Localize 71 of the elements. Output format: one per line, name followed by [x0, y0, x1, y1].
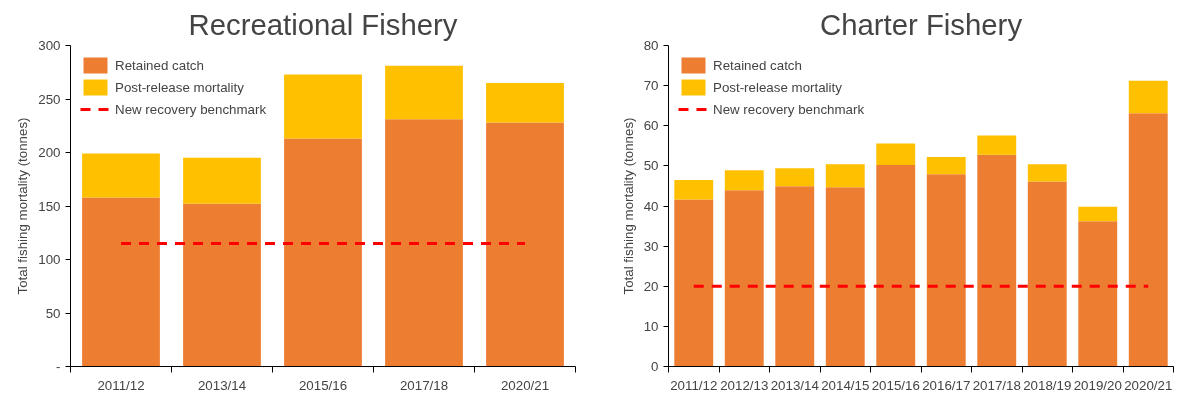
y-tick-label: 150	[38, 198, 61, 214]
bar	[674, 199, 714, 367]
bar	[1027, 181, 1067, 367]
x-tick-label: 2015/16	[871, 377, 920, 393]
x-tick-label: 2011/12	[670, 377, 718, 393]
bar	[486, 82, 564, 123]
x-tick-label: 2017/18	[399, 377, 449, 393]
bar	[926, 174, 966, 367]
x-tick-label: 2014/15	[821, 377, 870, 393]
y-tick-label: 10	[643, 318, 659, 334]
bar	[1078, 206, 1118, 222]
y-tick-label: 80	[643, 38, 659, 53]
legend-label: New recovery benchmark	[115, 101, 267, 117]
x-tick-label: 2015/16	[298, 377, 348, 393]
bar	[486, 122, 564, 367]
y-tick-label: 20	[643, 278, 659, 294]
y-tick-label: 60	[643, 118, 659, 134]
bar	[926, 157, 966, 175]
bar	[183, 203, 261, 367]
bar	[1078, 221, 1118, 367]
x-tick-label: 2020/21	[500, 377, 550, 393]
bar	[385, 65, 463, 120]
y-axis-title: Total fishing mortality (tonnes)	[620, 117, 636, 295]
legend-label: New recovery benchmark	[713, 101, 865, 117]
bar	[1128, 80, 1168, 114]
legend-label: Post-release mortality	[115, 79, 244, 95]
x-tick-label: 2012/13	[720, 377, 769, 393]
x-tick-label: 2013/14	[770, 377, 820, 393]
bar	[674, 179, 714, 200]
x-tick-label: 2019/20	[1073, 377, 1122, 393]
bar	[82, 197, 160, 367]
bar	[284, 138, 362, 367]
legend-label: Retained catch	[713, 57, 802, 73]
y-tick-label: 50	[45, 305, 61, 321]
bar	[1128, 113, 1168, 367]
x-tick-label: 2020/21	[1124, 377, 1173, 393]
bar	[284, 74, 362, 139]
bar	[977, 154, 1017, 367]
y-tick-label: 250	[38, 91, 61, 107]
x-tick-label: 2016/17	[922, 377, 971, 393]
y-tick-label: 70	[643, 78, 659, 94]
legend-label: Retained catch	[115, 57, 204, 73]
x-tick-label: 2018/19	[1023, 377, 1072, 393]
legend-label: Post-release mortality	[713, 79, 842, 95]
bar	[977, 135, 1017, 155]
x-tick-label: 2017/18	[972, 377, 1021, 393]
y-axis-title: Total fishing mortality (tonnes)	[15, 117, 31, 295]
x-tick-label: 2013/14	[197, 377, 247, 393]
bar	[82, 153, 160, 198]
bar	[876, 143, 916, 166]
chart-title: Charter Fishery	[819, 7, 1023, 41]
y-tick-label: -	[56, 359, 61, 374]
bar	[876, 165, 916, 367]
y-tick-label: 0	[651, 359, 659, 374]
bar	[1027, 164, 1067, 182]
y-tick-label: 40	[643, 198, 659, 214]
bar	[775, 186, 815, 367]
bar	[724, 170, 764, 191]
bar	[775, 168, 815, 187]
bar	[724, 190, 764, 367]
y-tick-label: 300	[38, 38, 61, 53]
bar	[825, 187, 865, 367]
bar	[183, 157, 261, 204]
x-tick-label: 2011/12	[97, 377, 145, 393]
bar	[825, 164, 865, 188]
y-tick-label: 50	[643, 158, 659, 174]
y-tick-label: 200	[38, 145, 61, 160]
y-tick-label: 100	[38, 252, 61, 267]
y-tick-label: 30	[643, 238, 659, 254]
chart-title: Recreational Fishery	[188, 7, 458, 41]
bar	[385, 119, 463, 367]
